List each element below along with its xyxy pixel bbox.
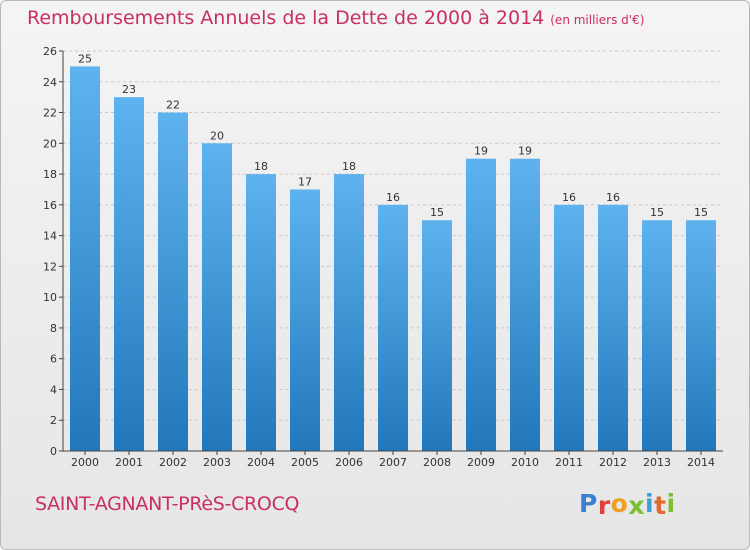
bar-2004[interactable] — [246, 174, 276, 452]
axes — [59, 50, 723, 455]
bar-2007[interactable] — [378, 204, 408, 451]
logo-letter: x — [628, 491, 645, 520]
x-tick-label: 2002 — [159, 456, 187, 469]
bar-value-label: 16 — [386, 191, 400, 204]
bar-value-label: 15 — [694, 206, 708, 219]
bar-2001[interactable] — [114, 97, 144, 452]
logo-letter: i — [645, 489, 655, 518]
y-tick-label: 14 — [43, 230, 57, 243]
bar-2012[interactable] — [598, 204, 628, 451]
chart-title-text: Remboursements Annuels de la Dette de 20… — [27, 7, 545, 29]
y-tick-label: 10 — [43, 291, 57, 304]
bar-value-label: 19 — [474, 145, 488, 158]
bar-value-label: 18 — [342, 160, 356, 173]
bar-2000[interactable] — [70, 66, 100, 451]
bar-2008[interactable] — [422, 220, 452, 451]
y-tick-label: 8 — [50, 322, 57, 335]
bar-value-label: 15 — [650, 206, 664, 219]
y-tick-label: 6 — [50, 353, 57, 366]
labels: 0246810121416182022242625200023200122200… — [43, 45, 715, 469]
x-tick-label: 2000 — [71, 456, 99, 469]
logo-letter: P — [579, 489, 598, 518]
x-tick-label: 2010 — [511, 456, 539, 469]
x-tick-label: 2003 — [203, 456, 231, 469]
bar-2014[interactable] — [686, 220, 716, 451]
x-tick-label: 2014 — [687, 456, 715, 469]
bar-value-label: 19 — [518, 145, 532, 158]
chart-unit: (en milliers d'€) — [550, 13, 645, 27]
y-tick-label: 12 — [43, 260, 57, 273]
x-tick-label: 2004 — [247, 456, 275, 469]
x-tick-label: 2013 — [643, 456, 671, 469]
bar-value-label: 23 — [122, 83, 136, 96]
bar-value-label: 16 — [606, 191, 620, 204]
x-tick-label: 2008 — [423, 456, 451, 469]
bar-2010[interactable] — [510, 158, 540, 451]
bar-2011[interactable] — [554, 204, 584, 451]
bar-value-label: 20 — [210, 129, 224, 142]
y-tick-label: 22 — [43, 107, 57, 120]
logo-letter: o — [610, 489, 629, 518]
bar-value-label: 16 — [562, 191, 576, 204]
x-tick-label: 2012 — [599, 456, 627, 469]
y-tick-label: 18 — [43, 168, 57, 181]
bar-2009[interactable] — [466, 158, 496, 451]
bar-2003[interactable] — [202, 143, 232, 452]
y-tick-label: 4 — [50, 383, 57, 396]
logo-letter: t — [654, 491, 667, 520]
commune-name: SAINT-AGNANT-PRèS-CROCQ — [35, 493, 300, 515]
bar-value-label: 17 — [298, 175, 312, 188]
bar-value-label: 18 — [254, 160, 268, 173]
chart-title: Remboursements Annuels de la Dette de 20… — [27, 7, 644, 29]
y-tick-label: 26 — [43, 45, 57, 58]
x-tick-label: 2007 — [379, 456, 407, 469]
bar-2013[interactable] — [642, 220, 672, 451]
x-tick-label: 2001 — [115, 456, 143, 469]
bar-value-label: 25 — [78, 52, 92, 65]
y-tick-label: 24 — [43, 76, 57, 89]
y-tick-label: 20 — [43, 137, 57, 150]
x-tick-label: 2011 — [555, 456, 583, 469]
x-tick-label: 2006 — [335, 456, 363, 469]
bars — [70, 66, 716, 452]
bar-2005[interactable] — [290, 189, 320, 451]
y-tick-label: 2 — [50, 414, 57, 427]
bar-2002[interactable] — [158, 112, 188, 452]
y-tick-label: 16 — [43, 199, 57, 212]
bar-2006[interactable] — [334, 174, 364, 452]
bar-value-label: 15 — [430, 206, 444, 219]
logo-letter: i — [666, 489, 676, 518]
proxiti-logo[interactable]: Proxiti — [579, 489, 676, 520]
x-tick-label: 2009 — [467, 456, 495, 469]
y-tick-label: 0 — [50, 445, 57, 458]
logo-letter: r — [597, 491, 611, 520]
x-tick-label: 2005 — [291, 456, 319, 469]
bar-value-label: 22 — [166, 99, 180, 112]
